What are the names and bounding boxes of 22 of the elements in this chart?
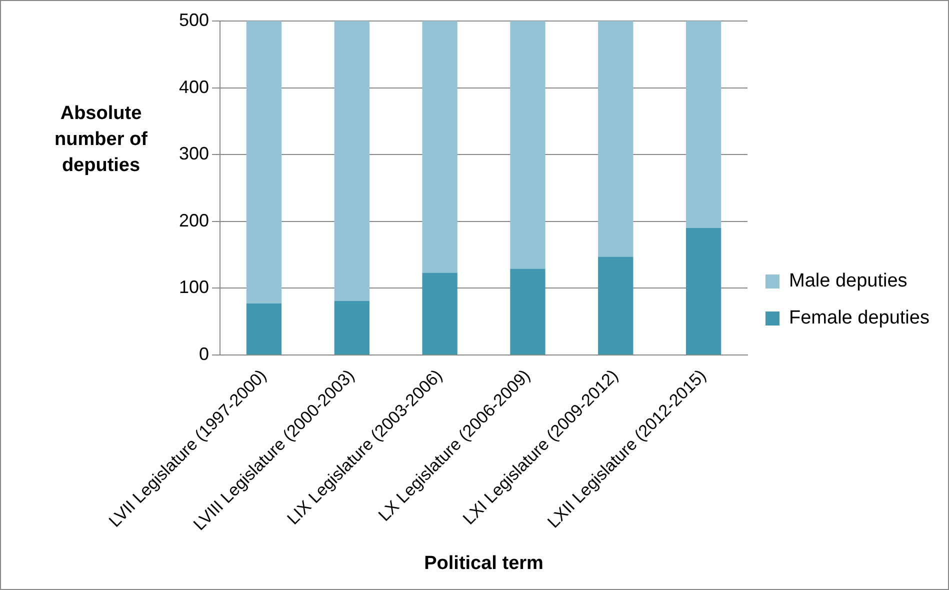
y-tick-label: 200	[178, 210, 210, 230]
bar	[334, 300, 370, 354]
y-axis-title: Absolute number of deputies	[54, 102, 148, 178]
bar	[246, 304, 282, 354]
y-tick-label: 500	[178, 10, 210, 30]
y-tick-label: 400	[178, 76, 210, 97]
bar	[510, 21, 546, 269]
legend-label: Female deputies	[789, 308, 930, 329]
bar	[598, 256, 634, 354]
y-tick-label: 300	[178, 144, 210, 164]
x-axis-title: Political term	[424, 552, 544, 574]
bar	[422, 21, 458, 273]
bar	[686, 21, 722, 228]
bar	[686, 228, 722, 354]
y-tick-label: 100	[178, 277, 210, 298]
bar	[422, 272, 458, 354]
bar	[510, 268, 546, 354]
bar	[334, 21, 370, 301]
bar	[246, 21, 282, 304]
y-tick-label: 0	[199, 344, 210, 364]
legend-label: Male deputies	[789, 270, 908, 292]
bar	[598, 21, 634, 257]
